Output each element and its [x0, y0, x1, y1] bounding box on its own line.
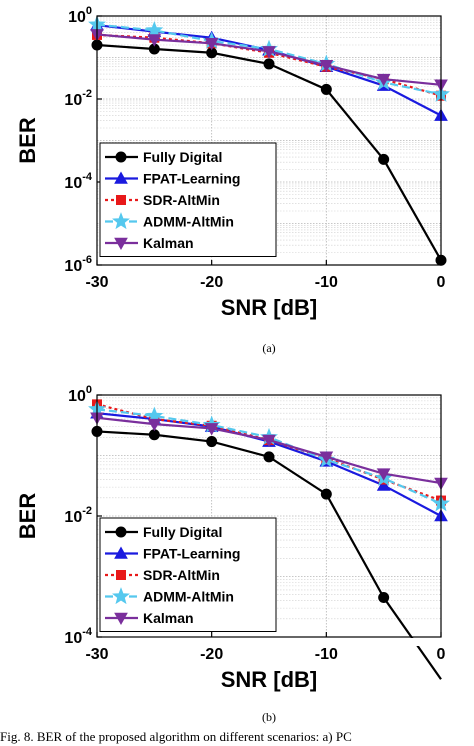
plot-1-series-0-point [320, 488, 332, 500]
plot-0-series-4-point [147, 34, 162, 47]
plot-0-legend-marker [116, 195, 126, 205]
plot-0-legend-entry: Fully Digital [143, 149, 222, 165]
plot-a: -30 -20 -10 0 100 10-2 10-4 10-6 SNR [dB] BER Full… [15, 5, 450, 355]
plot-1-series-group [88, 399, 450, 680]
plot-1-series-0-point [263, 451, 275, 463]
plot-1-x-tick-label: 0 [437, 646, 446, 663]
plot-0-legend-entry: Kalman [143, 235, 194, 251]
plot-0-series-0-point [263, 58, 275, 70]
plot-1-y-axis-label: BER [15, 493, 40, 540]
plot-0-y-tick-label: 10-4 [64, 171, 92, 192]
plot-1-x-tick-label: -30 [85, 646, 108, 663]
plot-1-series-4-point [147, 418, 162, 432]
plot-0-series-3-point [145, 20, 164, 38]
plot-1-legend-marker [114, 546, 128, 559]
plot-1-series-0-point [148, 429, 160, 441]
plot-0-y-tick-label: 100 [68, 5, 92, 26]
plot-1-legend: Fully Digital FPAT-Learning SDR-AltMin ADMM… [99, 517, 277, 632]
plot-0-x-tick-label: -10 [315, 274, 338, 291]
plot-0-series-4-point [262, 46, 276, 59]
plot-1-legend-marker [112, 587, 130, 605]
plot-1-x-axis-label: SNR [dB] [221, 667, 318, 692]
plot-1-series-4-point [262, 434, 276, 448]
plot-0-legend: Fully Digital FPAT-Learning SDR-AltMin ADMM… [99, 142, 277, 257]
plot-0-y-tick-label: 10-2 [64, 88, 92, 109]
plot-1-legend-entry: SDR-AltMin [143, 567, 220, 583]
plot-0-series-0-point [378, 153, 390, 165]
plot-1-legend-marker [114, 612, 128, 626]
plot-0-legend-entry: ADMM-AltMin [143, 214, 234, 230]
plot-1-legend-marker [116, 570, 126, 580]
plot-0-y-axis-label: BER [15, 117, 40, 164]
plot-1-x-tick-label: -20 [200, 646, 223, 663]
plot-0-axes-frame [96, 15, 442, 266]
plot-1-series-4-point [376, 468, 391, 481]
plot-0-y-tick-label: 10-6 [64, 254, 92, 275]
plot-1-subplot-label: (b) [262, 710, 276, 724]
plot-0-legend-box [99, 142, 277, 257]
plot-1-legend-entry: FPAT-Learning [143, 546, 240, 562]
plot-1-legend-entry: Fully Digital [143, 524, 222, 540]
figure-caption: Fig. 8. BER of the proposed algorithm on… [0, 729, 352, 744]
plot-1-y-tick-label: 10-2 [64, 505, 92, 526]
plot-1-x-tick-label: -10 [315, 646, 338, 663]
plot-0-series-4-point [376, 73, 391, 87]
plot-0-series-0-point [320, 83, 332, 95]
plot-0-series-group [88, 15, 450, 266]
plot-0-series-4-point [319, 59, 334, 73]
plot-1-series-0-point [206, 436, 218, 448]
plot-1-legend-entry: Kalman [143, 610, 194, 626]
plot-1-y-tick-label: 100 [68, 384, 92, 405]
plot-0-legend-marker [112, 212, 130, 230]
plot-1-legend-entry: ADMM-AltMin [143, 589, 234, 605]
plot-0-clip-band [95, 266, 443, 274]
plot-1-series-4-point [319, 451, 334, 464]
plot-1-y-tick-label: 10-4 [64, 626, 92, 647]
plot-0-legend-marker [115, 151, 127, 163]
plot-1-series-0-point [378, 591, 390, 603]
plot-0-x-axis-label: SNR [dB] [221, 295, 318, 320]
plot-1-series-4-point [204, 423, 219, 436]
plot-0-x-tick-label: -30 [85, 274, 108, 291]
plot-0-subplot-label: (a) [262, 341, 275, 355]
plot-0-x-tick-label: 0 [437, 274, 446, 291]
plot-0-legend-marker [114, 171, 128, 184]
plot-1-series-1-point [376, 478, 391, 491]
plot-1-legend-marker [115, 526, 127, 538]
plot-1-clip-band [95, 638, 443, 646]
plot-b: -30 -20 -10 0 100 10-2 10-4 SNR [dB] BER Fully Di… [15, 384, 450, 724]
plot-0-legend-marker [114, 237, 128, 251]
plot-0-series-4-point [204, 37, 219, 51]
plot-0-legend-entry: SDR-AltMin [143, 192, 220, 208]
plot-0-legend-entry: FPAT-Learning [143, 171, 240, 187]
plot-0-x-tick-label: -20 [200, 274, 223, 291]
